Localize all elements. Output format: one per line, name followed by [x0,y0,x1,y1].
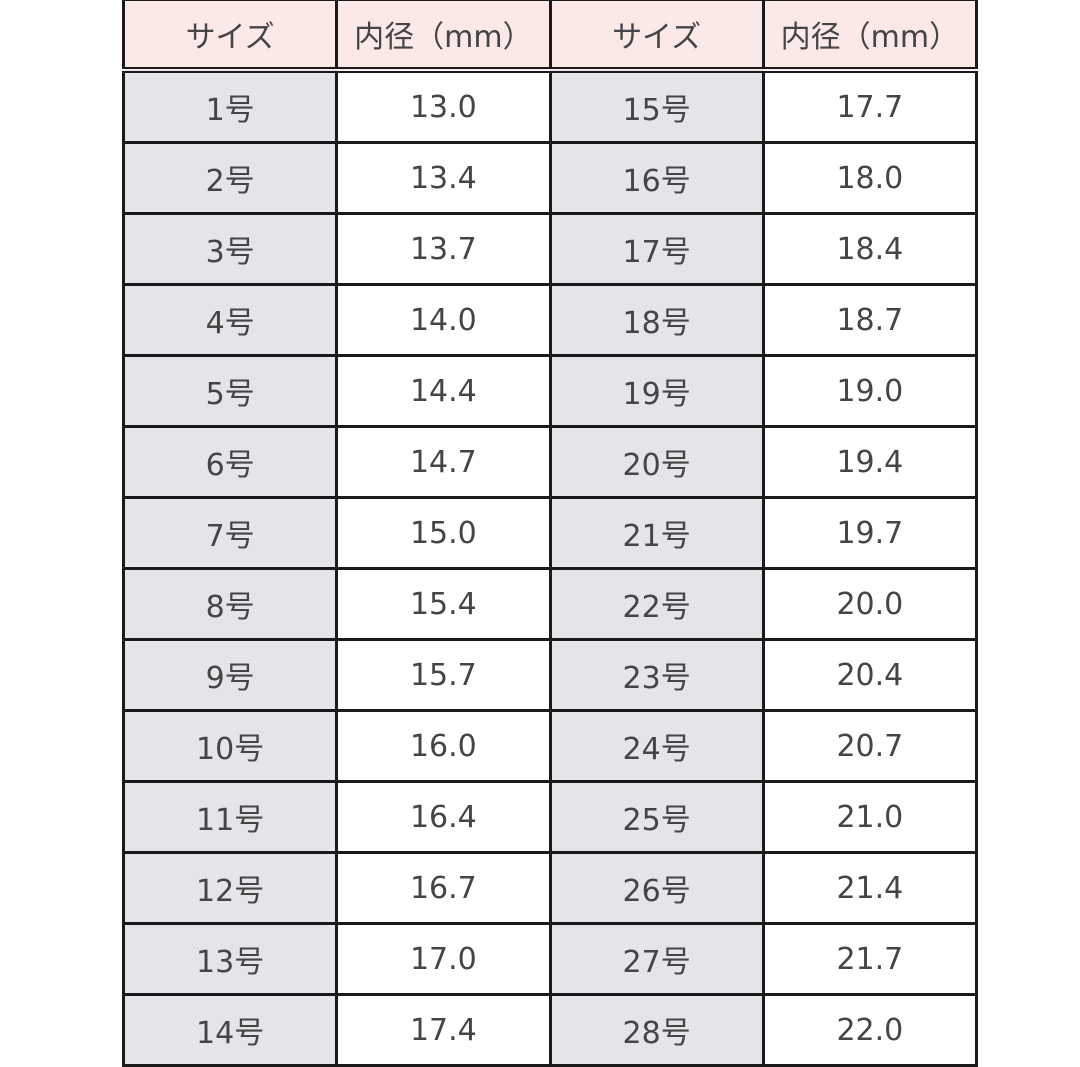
table-row: 4号 14.0 18号 18.7 [121,283,979,357]
header-size-1: サイズ [121,0,339,73]
diameter-cell: 22.0 [761,993,979,1067]
diameter-cell: 13.4 [335,141,552,215]
diameter-cell: 13.0 [335,68,552,144]
table-row: 14号 17.4 28号 22.0 [121,993,979,1067]
table-row: 11号 16.4 25号 21.0 [121,780,979,854]
header-size-2: サイズ [548,0,765,73]
diameter-cell: 19.4 [761,425,979,499]
diameter-cell: 15.0 [335,496,552,570]
size-cell: 16号 [548,141,765,215]
size-cell: 7号 [121,496,339,570]
size-cell: 27号 [548,922,765,996]
table-row: 3号 13.7 17号 18.4 [121,212,979,286]
diameter-cell: 18.0 [761,141,979,215]
table-row: 12号 16.7 26号 21.4 [121,851,979,925]
size-cell: 20号 [548,425,765,499]
size-cell: 15号 [548,68,765,144]
diameter-cell: 16.0 [335,709,552,783]
size-cell: 28号 [548,993,765,1067]
diameter-cell: 21.7 [761,922,979,996]
diameter-cell: 17.4 [335,993,552,1067]
diameter-cell: 20.7 [761,709,979,783]
table-row: 10号 16.0 24号 20.7 [121,709,979,783]
diameter-cell: 17.7 [761,68,979,144]
diameter-cell: 19.0 [761,354,979,428]
diameter-cell: 18.7 [761,283,979,357]
diameter-cell: 14.4 [335,354,552,428]
diameter-cell: 20.4 [761,638,979,712]
diameter-cell: 19.7 [761,496,979,570]
size-cell: 10号 [121,709,339,783]
diameter-cell: 21.4 [761,851,979,925]
size-cell: 5号 [121,354,339,428]
diameter-cell: 15.4 [335,567,552,641]
size-cell: 6号 [121,425,339,499]
diameter-cell: 16.7 [335,851,552,925]
size-cell: 21号 [548,496,765,570]
diameter-cell: 17.0 [335,922,552,996]
size-cell: 14号 [121,993,339,1067]
diameter-cell: 14.7 [335,425,552,499]
table-row: 5号 14.4 19号 19.0 [121,354,979,428]
diameter-cell: 18.4 [761,212,979,286]
diameter-cell: 16.4 [335,780,552,854]
diameter-cell: 13.7 [335,212,552,286]
header-diameter-1: 内径（mm） [335,0,552,73]
table-row: 8号 15.4 22号 20.0 [121,567,979,641]
size-cell: 2号 [121,141,339,215]
header-row: サイズ 内径（mm） サイズ 内径（mm） [121,0,979,73]
size-cell: 26号 [548,851,765,925]
table-row: 13号 17.0 27号 21.7 [121,922,979,996]
table-row: 1号 13.0 15号 17.7 [121,68,979,144]
diameter-cell: 20.0 [761,567,979,641]
header-diameter-2: 内径（mm） [761,0,979,73]
size-cell: 11号 [121,780,339,854]
size-cell: 24号 [548,709,765,783]
table-row: 9号 15.7 23号 20.4 [121,638,979,712]
size-cell: 25号 [548,780,765,854]
size-cell: 8号 [121,567,339,641]
size-cell: 1号 [121,68,339,144]
table-row: 2号 13.4 16号 18.0 [121,141,979,215]
diameter-cell: 21.0 [761,780,979,854]
ring-size-table: サイズ 内径（mm） サイズ 内径（mm） 1号 13.0 15号 17.7 2号 13.… [121,0,979,1067]
table-row: 7号 15.0 21号 19.7 [121,496,979,570]
size-cell: 23号 [548,638,765,712]
size-cell: 17号 [548,212,765,286]
size-cell: 9号 [121,638,339,712]
table-row: 6号 14.7 20号 19.4 [121,425,979,499]
size-cell: 18号 [548,283,765,357]
size-cell: 19号 [548,354,765,428]
size-cell: 3号 [121,212,339,286]
size-cell: 4号 [121,283,339,357]
diameter-cell: 14.0 [335,283,552,357]
size-cell: 13号 [121,922,339,996]
size-cell: 22号 [548,567,765,641]
diameter-cell: 15.7 [335,638,552,712]
size-cell: 12号 [121,851,339,925]
